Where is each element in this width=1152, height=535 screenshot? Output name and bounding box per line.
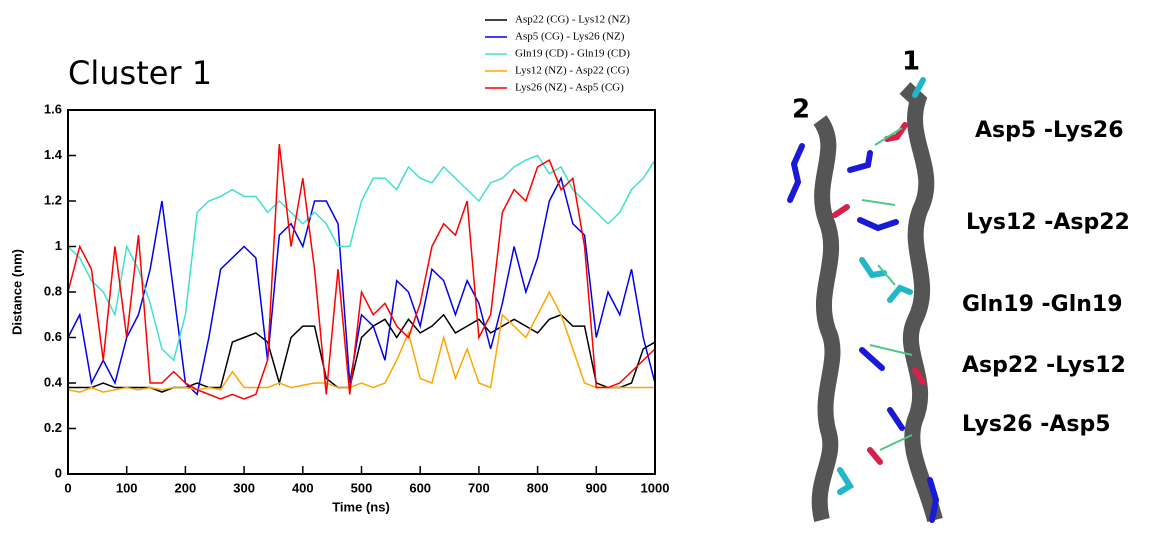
pair-label: Lys26 -Asp5: [962, 412, 1111, 437]
x-tick-label: 700: [468, 480, 490, 495]
pair-label: Asp22 -Lys12: [962, 353, 1126, 378]
series-line: [67, 154, 656, 362]
series-line: [67, 144, 656, 400]
pair-label: Gln19 -Gln19: [962, 292, 1123, 317]
legend-label: Gln19 (CD) - Gln19 (CD): [515, 48, 630, 60]
helix-label: 1: [902, 47, 920, 77]
x-tick-label: 200: [175, 480, 197, 495]
series-line: [67, 176, 656, 396]
pair-label: Asp5 -Lys26: [975, 118, 1124, 143]
y-tick-label: 1.4: [44, 147, 63, 162]
y-tick-label: 1.2: [44, 192, 62, 207]
y-tick-label: 0.6: [44, 329, 62, 344]
legend-label: Lys12 (NZ) - Asp22 (CG): [515, 65, 630, 77]
y-tick-label: 0.2: [44, 420, 62, 435]
chart-title: Cluster 1: [68, 54, 212, 92]
x-tick-label: 1000: [641, 480, 670, 495]
legend-label: Lys26 (NZ) - Asp5 (CG): [515, 82, 624, 94]
legend-label: Asp22 (CG) - Lys12 (NZ): [515, 14, 630, 26]
pair-label: Lys12 -Asp22: [966, 210, 1130, 235]
structure: [787, 77, 943, 523]
series-line: [68, 313, 656, 393]
x-tick-label: 500: [351, 480, 373, 495]
series-line: [67, 290, 655, 393]
plot-frame: [67, 109, 656, 475]
x-tick-label: 300: [233, 480, 255, 495]
y-tick-label: 1.6: [44, 101, 62, 116]
x-tick-label: 800: [527, 480, 549, 495]
helix-label: 2: [792, 95, 810, 125]
legend-label: Asp5 (CG) - Lys26 (NZ): [515, 31, 625, 43]
y-tick-label: 0.8: [44, 283, 62, 298]
x-tick-label: 0: [64, 480, 71, 495]
x-tick-label: 400: [292, 480, 314, 495]
y-axis-label: Distance (nm): [9, 249, 24, 335]
y-tick-label: 0: [55, 465, 62, 480]
x-tick-label: 900: [585, 480, 607, 495]
x-axis-label: Time (ns): [332, 499, 390, 514]
x-tick-label: 100: [116, 480, 138, 495]
y-tick-label: 1: [55, 238, 62, 253]
y-tick-label: 0.4: [44, 374, 63, 389]
x-tick-label: 600: [409, 480, 431, 495]
